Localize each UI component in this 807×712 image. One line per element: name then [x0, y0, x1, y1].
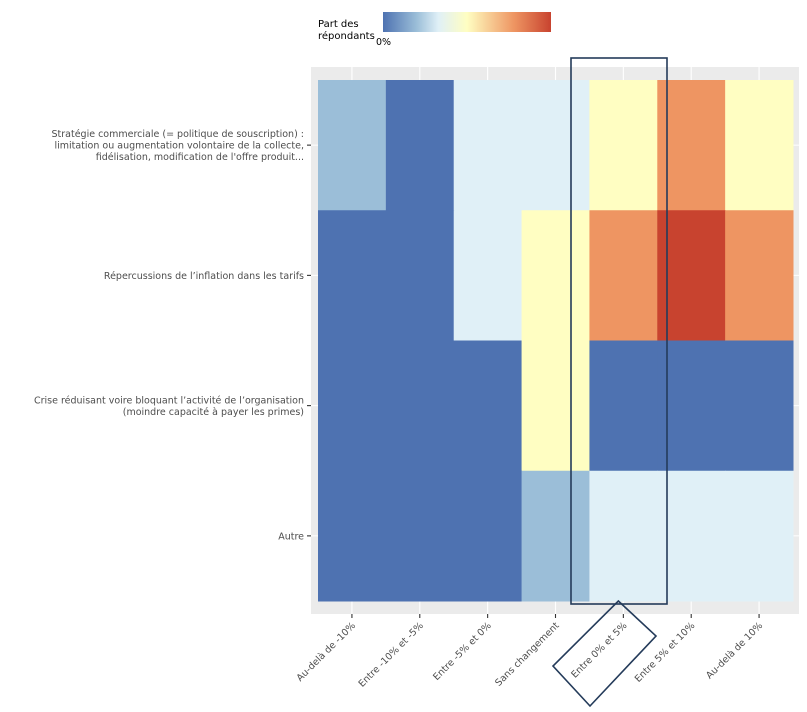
heatmap-cell [453, 340, 523, 472]
x-axis: Au-delà de -10%Entre -10% et -5% Entre -5… [295, 614, 765, 690]
heatmap-cell [318, 470, 387, 602]
legend-title-line-2: répondants [318, 30, 375, 42]
highlight-column-box [570, 57, 668, 605]
legend-colorbar [383, 12, 551, 32]
x-tick-label: Sans changement [493, 620, 562, 689]
heatmap-cell [453, 80, 523, 211]
legend-title-line-1: Part des [318, 19, 359, 30]
heatmap-cell [521, 210, 590, 341]
y-tick-label: Répercussions de l’inflation dans les ta… [104, 271, 304, 282]
heatmap-cell [318, 340, 387, 472]
x-tick-label: Entre 0% et 5% [569, 620, 629, 680]
heatmap-cell [725, 210, 794, 341]
heatmap-cell [385, 340, 455, 472]
heatmap-cell [725, 470, 794, 602]
heatmap-cell [385, 470, 455, 602]
heatmap-cell [657, 80, 726, 211]
y-tick-label: limitation ou augmentation volontaire de… [54, 141, 304, 152]
heatmap-cell [657, 340, 726, 472]
heatmap-cell [589, 340, 658, 472]
y-tick-label: Autre [278, 531, 304, 542]
y-tick-label: Stratégie commerciale (= politique de so… [52, 129, 305, 140]
heatmap-cell [521, 470, 590, 602]
y-axis: Stratégie commerciale (= politique de so… [34, 129, 311, 542]
x-tick-label: Au-delà de -10% [295, 620, 358, 683]
heatmap-cell [589, 470, 658, 602]
heatmap-cell [657, 210, 726, 341]
highlight-annotations [551, 57, 668, 708]
x-tick-label: Entre 5% et 10% [633, 620, 697, 684]
heatmap-cell [318, 210, 387, 341]
x-tick-label: Entre -5% et 0% [431, 620, 494, 683]
y-tick-label: Crise réduisant voire bloquant l’activit… [34, 395, 304, 406]
x-tick-label: Au-delà de 10% [704, 620, 765, 681]
x-tick-label: Entre -10% et -5% [357, 620, 426, 689]
highlight-label-box [551, 599, 658, 708]
legend: Part des répondants 0% [318, 12, 551, 48]
heatmap-cell [521, 80, 590, 211]
y-tick-label: (moindre capacité à payer les primes) [123, 407, 304, 418]
heatmap-cell [521, 340, 590, 472]
heatmap-cell [589, 80, 658, 211]
heatmap-tiles [318, 80, 794, 602]
heatmap-cell [657, 470, 726, 602]
heatmap-cell [589, 210, 658, 341]
heatmap-cell [725, 80, 794, 211]
y-tick-label: fidélisation, modification de l'offre pr… [96, 152, 304, 163]
heatmap-cell [318, 80, 387, 211]
heatmap-cell [725, 340, 794, 472]
heatmap-cell [385, 210, 455, 341]
heatmap-cell [453, 470, 523, 602]
heatmap-cell [385, 80, 455, 211]
legend-tick-label: 0% [376, 37, 391, 48]
heatmap-cell [453, 210, 523, 341]
